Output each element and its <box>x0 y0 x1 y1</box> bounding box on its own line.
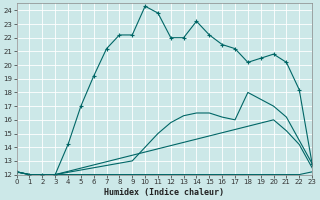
X-axis label: Humidex (Indice chaleur): Humidex (Indice chaleur) <box>104 188 224 197</box>
